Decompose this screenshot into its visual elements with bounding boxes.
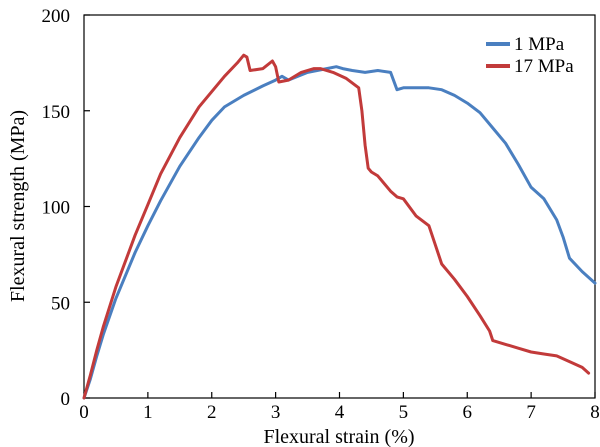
- legend-label-1mpa: 1 MPa: [514, 34, 565, 55]
- legend-label-17mpa: 17 MPa: [514, 56, 574, 77]
- x-tick-label: 4: [335, 402, 345, 423]
- x-tick-label: 7: [526, 402, 536, 423]
- series-line-17-mpa: [82, 53, 591, 400]
- x-tick-label: 5: [399, 402, 409, 423]
- x-tick-label: 2: [207, 402, 217, 423]
- y-tick-label: 0: [61, 389, 71, 410]
- x-axis: 0 1 2 3 4 5 6 7 8: [79, 392, 600, 423]
- y-axis: 0 50 100 150 200: [42, 6, 90, 410]
- series-layer: [82, 53, 597, 400]
- x-tick-label: 6: [463, 402, 473, 423]
- x-tick-label: 1: [143, 402, 153, 423]
- y-tick-label: 50: [51, 293, 70, 314]
- x-tick-label: 8: [590, 402, 600, 423]
- x-tick-label: 3: [271, 402, 281, 423]
- y-axis-title: Flexural strength (MPa): [7, 110, 29, 302]
- x-tick-label: 0: [79, 402, 89, 423]
- y-tick-label: 200: [42, 6, 71, 27]
- y-tick-label: 100: [42, 198, 71, 219]
- x-axis-title: Flexural strain (%): [263, 426, 414, 447]
- series-line-1-mpa: [82, 65, 597, 400]
- y-tick-label: 150: [42, 102, 71, 123]
- legend: 1 MPa 17 MPa: [486, 34, 574, 77]
